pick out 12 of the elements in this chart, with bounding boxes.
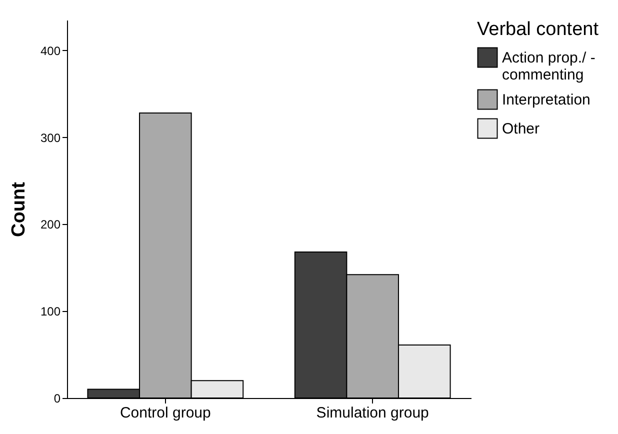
y-axis-title: Count bbox=[8, 181, 30, 237]
legend-title: Verbal content bbox=[477, 19, 600, 40]
y-tick-label: 300 bbox=[40, 130, 61, 145]
y-tick-label: 200 bbox=[40, 218, 61, 232]
legend-label: Interpretation bbox=[502, 92, 590, 108]
legend-label: Action prop./ - commenting bbox=[502, 50, 596, 84]
x-tick-label: Simulation group bbox=[316, 404, 429, 422]
x-tick-label: Control group bbox=[120, 404, 211, 422]
legend-label: Other bbox=[502, 120, 540, 138]
y-tick-label: 0 bbox=[54, 392, 61, 406]
y-tick-label: 100 bbox=[40, 304, 61, 319]
y-tick-label: 400 bbox=[40, 44, 61, 58]
